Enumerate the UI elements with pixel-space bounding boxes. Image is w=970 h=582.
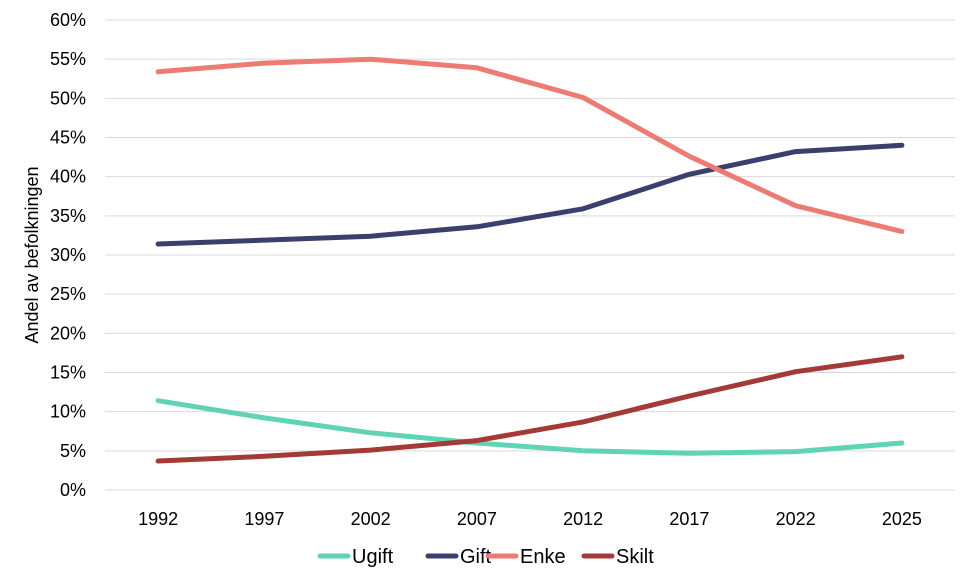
legend-label-gift: Gift (460, 546, 492, 568)
y-axis-ticks: 0% 5% 10% 15% 20% 25% 30% 35% 40% 45% 50% 55% 60% (50, 10, 86, 500)
x-tick-label: 1997 (244, 509, 284, 529)
x-axis-ticks: 1992 1997 2002 2007 2012 2017 2022 2025 (138, 509, 922, 529)
y-tick-label: 40% (50, 167, 86, 187)
series-line-enke (155, 56, 905, 234)
y-tick-label: 45% (50, 128, 86, 148)
y-tick-label: 10% (50, 402, 86, 422)
x-tick-label: 2025 (882, 509, 922, 529)
y-tick-label: 5% (60, 441, 86, 461)
x-tick-label: 2022 (776, 509, 816, 529)
y-tick-label: 0% (60, 480, 86, 500)
y-tick-label: 30% (50, 245, 86, 265)
legend-label-skilt: Skilt (616, 546, 654, 568)
x-tick-label: 2017 (669, 509, 709, 529)
y-tick-label: 15% (50, 363, 86, 383)
x-tick-label: 1992 (138, 509, 178, 529)
y-tick-label: 20% (50, 323, 86, 343)
x-tick-label: 2012 (563, 509, 603, 529)
series-line-skilt (155, 354, 905, 464)
gridlines (105, 19, 955, 491)
series-line-gift (155, 142, 905, 247)
series-lines (155, 56, 905, 464)
series-line-ugift (155, 398, 905, 456)
legend: Ugift Gift Enke Skilt (317, 546, 654, 568)
x-tick-label: 2002 (351, 509, 391, 529)
y-tick-label: 50% (50, 88, 86, 108)
y-tick-label: 35% (50, 206, 86, 226)
x-tick-label: 2007 (457, 509, 497, 529)
legend-label-ugift: Ugift (352, 546, 394, 568)
y-tick-label: 55% (50, 49, 86, 69)
y-tick-label: 25% (50, 284, 86, 304)
y-axis-label: Andel av befolkningen (22, 166, 42, 343)
y-tick-label: 60% (50, 10, 86, 30)
legend-label-enke: Enke (520, 546, 566, 568)
